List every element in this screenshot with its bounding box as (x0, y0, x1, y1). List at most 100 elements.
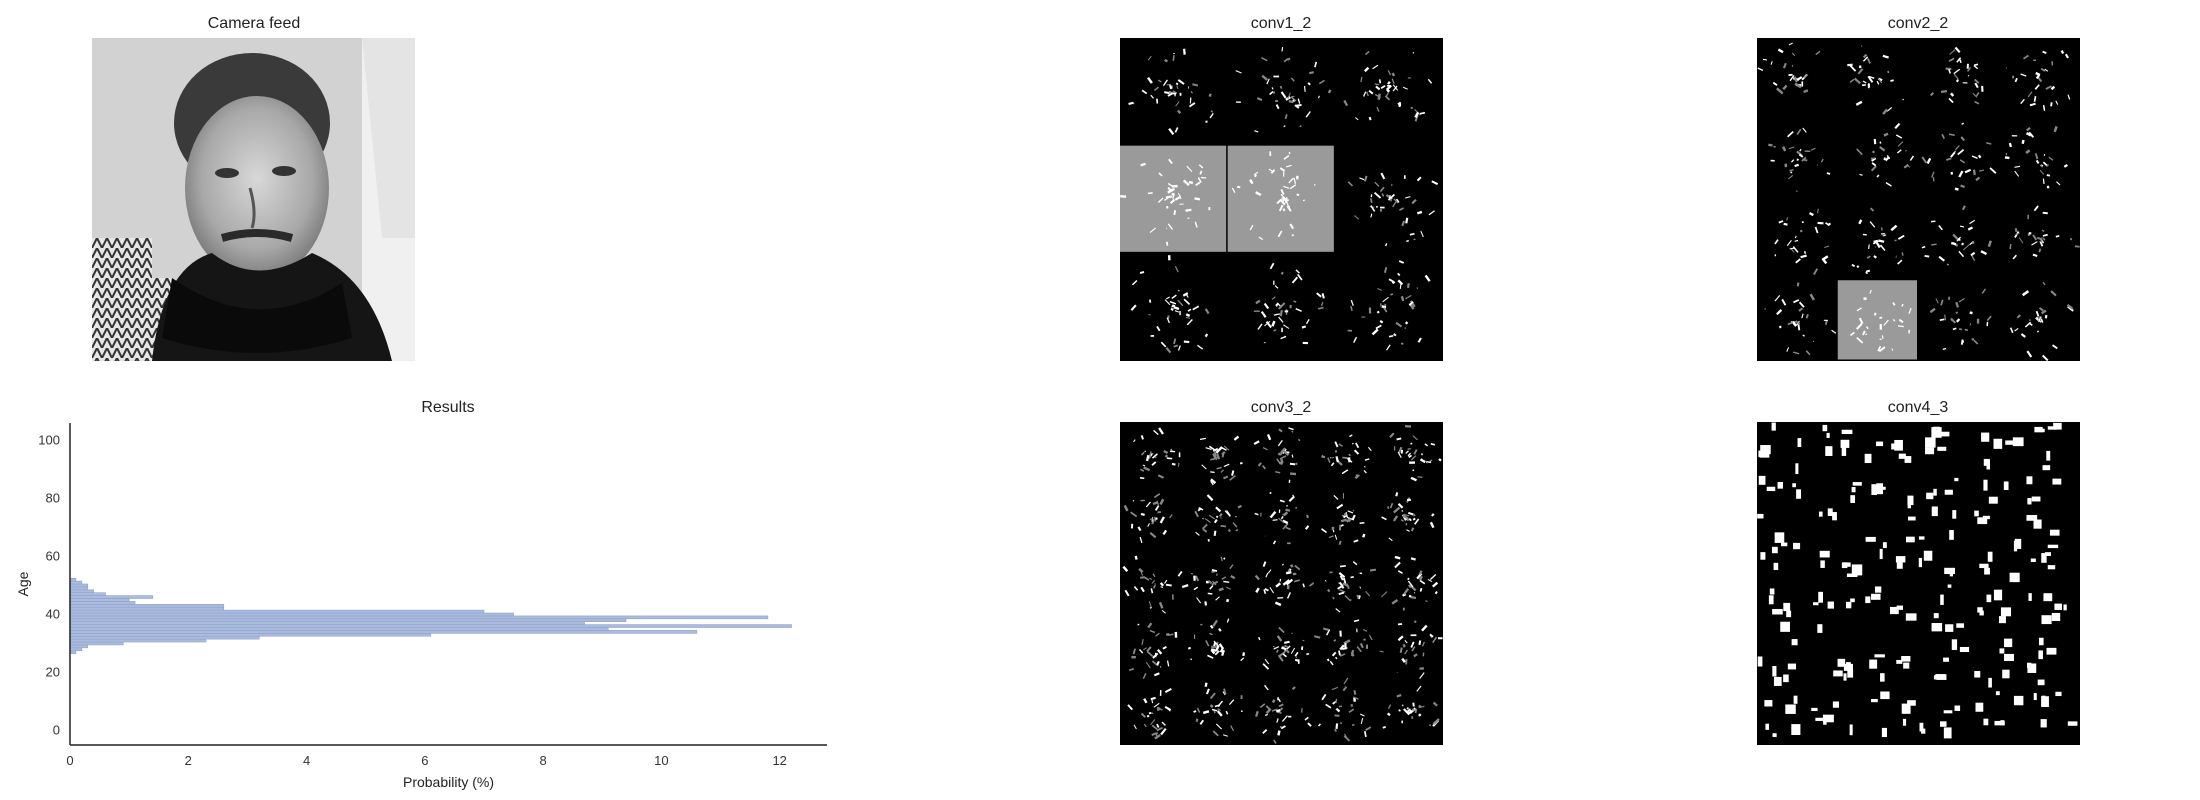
feature-map-tile (1810, 637, 1864, 690)
x-tick-label: 12 (772, 753, 786, 768)
feature-map-tile (1335, 145, 1442, 252)
bar (69, 633, 432, 637)
feature-map-tile (1313, 677, 1377, 744)
y-tick-label: 0 (53, 722, 60, 737)
x-tick-label: 10 (654, 753, 668, 768)
y-tick-label: 20 (46, 664, 60, 679)
y-tick-label: 60 (46, 548, 60, 563)
bar (69, 592, 106, 596)
feature-map-tile (1999, 199, 2080, 279)
bar (69, 638, 207, 643)
bar (69, 618, 627, 623)
conv4-feature-maps (1757, 422, 2080, 745)
feature-map-tile (1810, 475, 1864, 529)
conv1-feature-maps (1120, 38, 1443, 361)
feature-map-tile (1864, 529, 1917, 582)
conv2-title: conv2_2 (1887, 15, 1949, 32)
feature-map-tile (1918, 199, 1998, 279)
feature-map-tile (1972, 583, 2025, 636)
feature-map-tile (1999, 118, 2079, 198)
bar (69, 644, 89, 649)
feature-map-tile (1184, 486, 1248, 550)
bar (69, 627, 609, 631)
feature-map-tile (1378, 422, 1442, 486)
feature-map-tile (1918, 475, 1971, 529)
feature-map-tile (1313, 486, 1377, 550)
bar (69, 577, 77, 582)
feature-map-tile (1227, 38, 1334, 145)
feature-map-tile (1837, 118, 1917, 198)
feature-map-tile (1757, 118, 1837, 198)
feature-map-tile (1918, 691, 1971, 744)
bar (69, 650, 77, 654)
feature-map-tile (1757, 529, 1810, 582)
feature-map-tile (1249, 551, 1315, 615)
feature-map-tile (1837, 38, 1917, 118)
feature-map-tile (1757, 199, 1837, 279)
bar (69, 609, 485, 614)
feature-map-tile (2026, 475, 2079, 529)
y-tick-label: 40 (46, 606, 60, 621)
feature-map-tile (1918, 422, 1971, 475)
feature-map-tile (1249, 680, 1313, 744)
bar (69, 604, 225, 608)
feature-map-tile (1313, 615, 1377, 679)
feature-map-tile (1972, 475, 2025, 529)
bar (69, 612, 514, 617)
conv3-title: conv3_2 (1250, 399, 1312, 416)
bar (69, 580, 83, 585)
feature-map-tile (1757, 422, 1810, 475)
feature-map-tile (1181, 551, 1248, 615)
feature-map-tile (1918, 38, 1998, 118)
feature-map-tile (1837, 280, 1917, 360)
conv3-feature-maps (1120, 422, 1443, 745)
feature-map-tile (2026, 637, 2079, 690)
bar (69, 621, 585, 625)
feature-map-tile (2026, 422, 2079, 475)
feature-map-tile (1810, 583, 1864, 636)
feature-map-tile (1313, 422, 1377, 486)
feature-map-tile (1120, 486, 1184, 550)
feature-map-tile (1120, 680, 1184, 744)
feature-map-tile (1757, 38, 1837, 118)
feature-map-tile (1249, 486, 1313, 550)
feature-map-tile (2026, 583, 2079, 636)
camera-feed-image (92, 38, 415, 361)
x-tick-label: 2 (185, 753, 192, 768)
feature-map-tile (1378, 486, 1442, 550)
y-tick-label: 80 (46, 490, 60, 505)
feature-map-tile (1757, 583, 1810, 636)
feature-map-tile (1757, 637, 1810, 690)
feature-map-tile (1120, 253, 1227, 360)
bar (69, 641, 124, 646)
bar (69, 630, 698, 634)
feature-map-tile (2026, 691, 2079, 744)
feature-map-tile (1972, 529, 2025, 583)
feature-map-tile (1999, 280, 2079, 361)
feature-map-tile (1918, 118, 1998, 198)
feature-map-tile (1864, 475, 1917, 529)
feature-map-tile (1972, 637, 2025, 690)
bar (69, 595, 154, 599)
feature-map-tile (1999, 38, 2079, 118)
x-tick-label: 8 (540, 753, 547, 768)
feature-map-tile (1918, 280, 1998, 360)
feature-map-tile (1184, 615, 1248, 679)
feature-map-tile (1810, 691, 1864, 744)
feature-map-tile (1120, 615, 1184, 679)
feature-map-tile (1972, 422, 2025, 475)
bar (69, 586, 89, 591)
results-chart: 0 2 4 6 8 10 12 0 20 40 60 80 100 Probability (%) Age (15, 423, 827, 790)
x-axis-label: Probability (%) (403, 774, 494, 790)
feature-map-tile (1864, 422, 1917, 475)
x-tick-label: 4 (303, 753, 310, 768)
bar (69, 598, 130, 602)
feature-map-tile (1864, 691, 1917, 744)
feature-map-tile (1864, 583, 1917, 636)
feature-map-tile (1378, 615, 1443, 679)
feature-map-tile (1918, 637, 1971, 690)
feature-map-tile (1757, 280, 1837, 360)
feature-map-tile (1184, 680, 1248, 744)
feature-map-tile (1335, 253, 1442, 360)
feature-map-tile (1120, 422, 1184, 486)
